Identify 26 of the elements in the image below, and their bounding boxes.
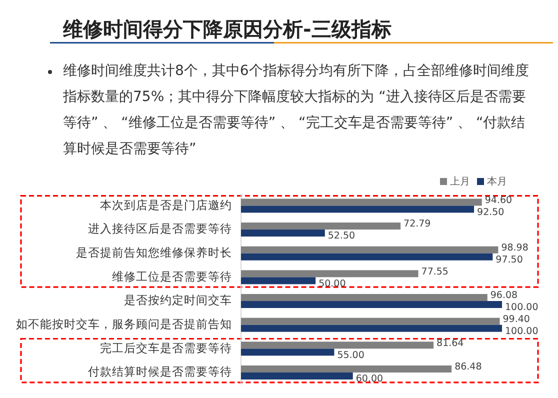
data-label: 55.00 [337, 350, 364, 361]
data-label: 81.64 [436, 338, 464, 349]
y-tick-label: 进入接待区后是否需要等待 [88, 222, 232, 236]
data-label: 99.40 [502, 314, 530, 325]
chart-subtitle: 维修时间维度共计8个，其中6个指标得分均有所下降，占全部维修时间维度指标数量的75%；其中得分下降幅度较大指标的为 “进入接待区后是否需要等待” 、 “维修工位是否需要等待” 、 “完工交车是否需要等待” 、 “付款结算时候是否需要等待” [63, 62, 530, 159]
data-label: 97.50 [496, 254, 523, 266]
data-label: 96.08 [490, 290, 518, 302]
legend-label: 上月 [450, 176, 470, 188]
data-label: 77.55 [421, 266, 448, 278]
y-tick-label: 完工后交车是否需要等待 [100, 340, 232, 355]
y-tick-label: 付款结算时候是否需要等待 [87, 364, 232, 379]
data-label: 52.50 [328, 230, 356, 242]
data-label: 100.00 [505, 326, 538, 337]
data-label: 98.98 [501, 242, 528, 254]
y-tick-label: 如不能按时交车，服务顾问是否提前告知 [16, 316, 232, 331]
data-label: 92.50 [477, 206, 504, 218]
chart-title: 维修时间得分下降原因分析-三级指标 [62, 17, 392, 41]
data-label: 100.00 [505, 302, 538, 314]
legend-label: 本月 [487, 176, 507, 188]
data-label: 94.60 [484, 194, 512, 206]
data-label: 72.79 [404, 218, 431, 230]
y-tick-label: 是否提前告知您维修保养时长 [76, 246, 232, 260]
y-tick-label: 本次到店是否是门店邀约 [100, 198, 232, 212]
y-tick-label: 维修工位是否需要等待 [112, 269, 232, 284]
data-label: 86.48 [454, 362, 482, 373]
y-tick-label: 是否按约定时间交车 [124, 293, 232, 308]
